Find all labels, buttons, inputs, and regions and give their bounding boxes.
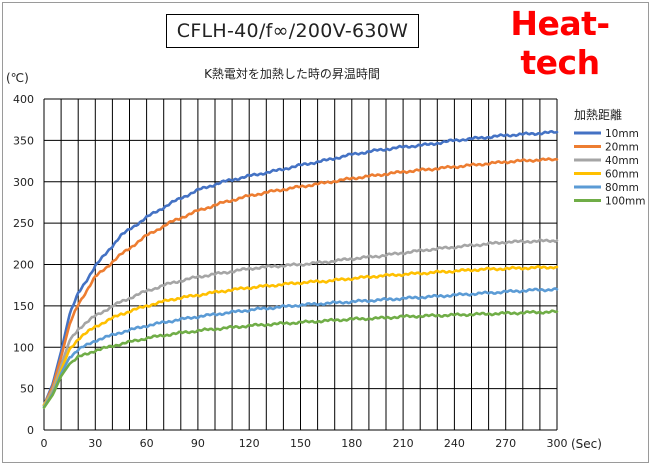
legend-label: 80mm — [605, 182, 639, 194]
x-tick-label: 150 — [290, 437, 311, 450]
chart-title: K熱電対を加熱した時の昇温時間 — [204, 67, 380, 81]
x-tick-label: 0 — [41, 437, 48, 450]
x-tick-label: 120 — [239, 437, 260, 450]
y-tick-label: 250 — [13, 217, 34, 230]
y-tick-label: 150 — [13, 300, 34, 313]
y-tick-label: 200 — [13, 259, 34, 272]
x-tick-label: 210 — [393, 437, 414, 450]
grid — [43, 98, 558, 431]
legend-label: 10mm — [605, 128, 639, 140]
tick-labels: 0 30 60 90 120 150 180 210 240 270 300 0 50 100 150 200… — [13, 93, 568, 450]
y-tick-label: 300 — [13, 176, 34, 189]
series-line-100mm — [42, 309, 559, 409]
legend-label: 20mm — [605, 142, 639, 154]
brand-logo: Heat-tech — [510, 4, 610, 82]
y-axis-unit: (℃) — [6, 71, 29, 85]
model-label: CFLH-40/f∞/200V-630W — [166, 14, 419, 48]
x-tick-label: 240 — [444, 437, 465, 450]
x-tick-label: 60 — [140, 437, 154, 450]
y-tick-label: 50 — [20, 383, 34, 396]
series-line-80mm — [42, 287, 559, 409]
chart-frame — [2, 2, 649, 463]
series-lines — [42, 130, 559, 409]
x-tick-label: 90 — [191, 437, 205, 450]
series-line-40mm — [42, 238, 559, 407]
y-tick-label: 350 — [13, 134, 34, 147]
y-tick-label: 400 — [13, 93, 34, 106]
legend-label: 100mm — [605, 196, 646, 208]
series-line-20mm — [42, 157, 559, 407]
x-tick-label: 300 — [547, 437, 568, 450]
legend-label: 60mm — [605, 169, 639, 181]
x-tick-label: 180 — [341, 437, 362, 450]
legend-label: 40mm — [605, 155, 639, 167]
x-tick-label: 30 — [88, 437, 102, 450]
x-axis-unit: (Sec) — [571, 437, 602, 451]
y-tick-label: 0 — [27, 424, 34, 437]
series-line-60mm — [42, 264, 559, 407]
legend-title: 加熱距離 — [574, 108, 622, 122]
y-tick-label: 100 — [13, 341, 34, 354]
series-line-10mm — [42, 130, 559, 407]
x-tick-label: 270 — [495, 437, 516, 450]
